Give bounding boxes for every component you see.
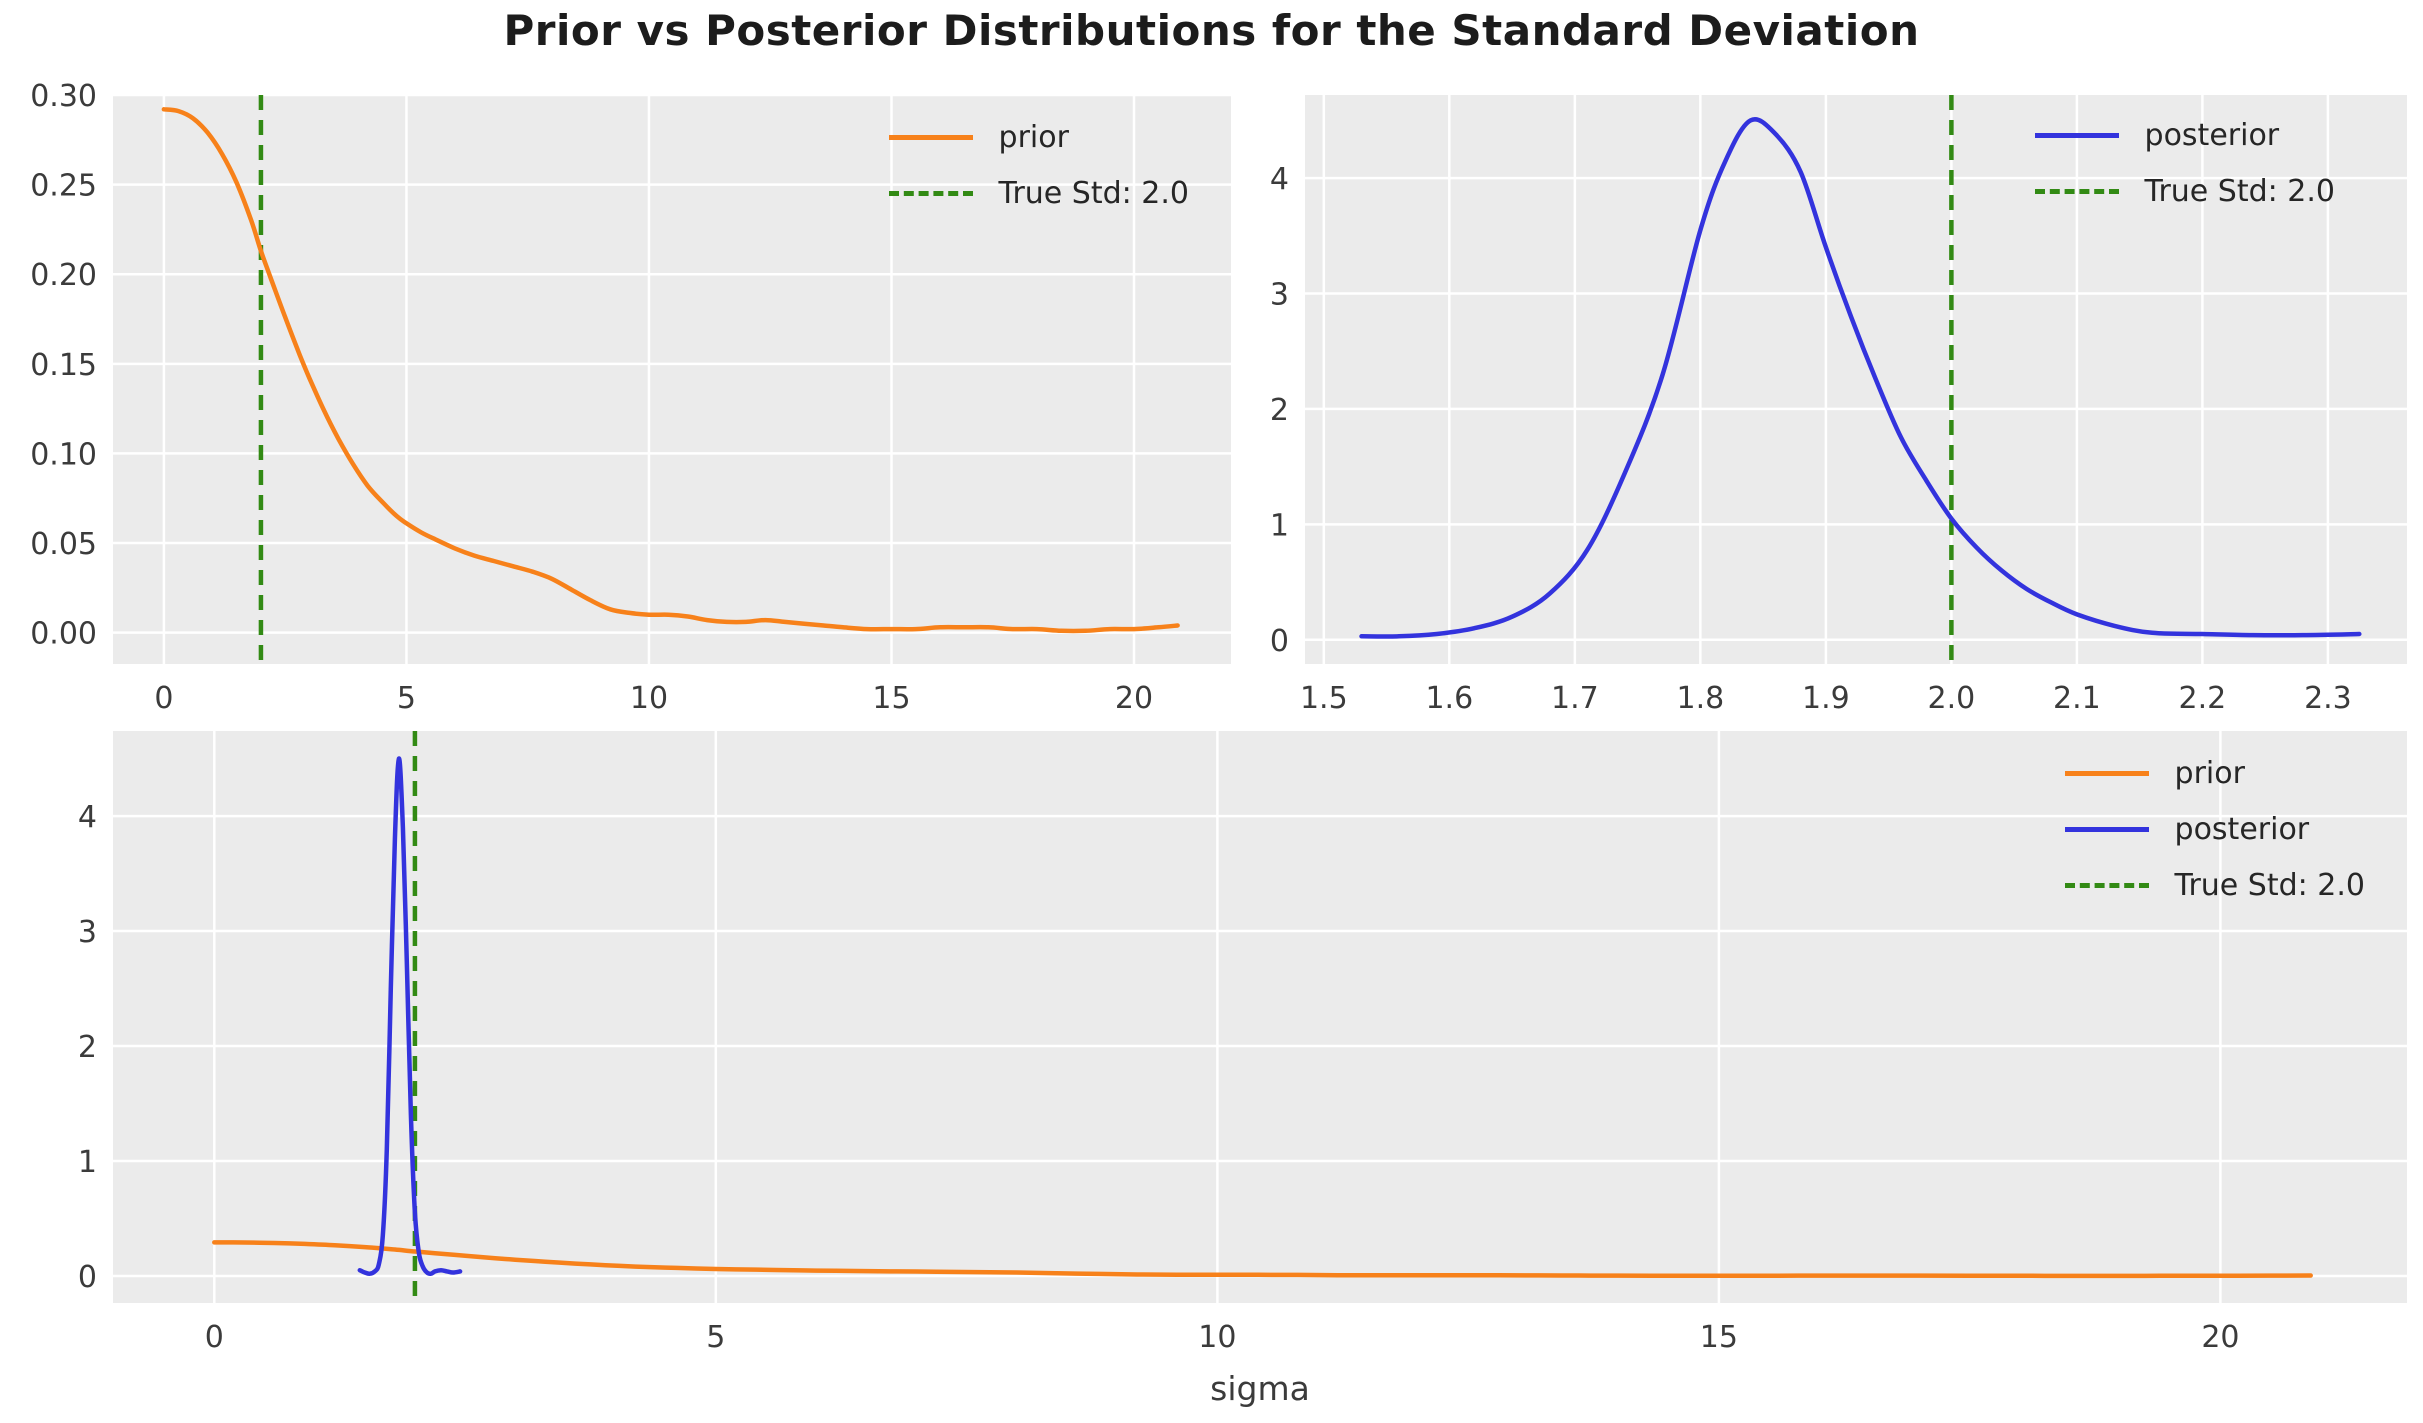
prior-curve xyxy=(161,107,1180,634)
x-tick-label: 1.5 xyxy=(1300,681,1348,716)
legend-label: prior xyxy=(2174,755,2245,791)
legend-label: True Std: 2.0 xyxy=(2174,867,2365,903)
legend-item-prior: prior xyxy=(888,117,1189,157)
legend-line-sample xyxy=(2064,770,2149,776)
legend: posterior True Std: 2.0 xyxy=(2034,115,2335,227)
axes-background xyxy=(1305,95,2407,664)
x-tick-label: 10 xyxy=(1198,1320,1236,1355)
x-axis-label: sigma xyxy=(1210,1369,1310,1408)
legend-dashed-line-sample xyxy=(2064,882,2149,888)
legend-label: True Std: 2.0 xyxy=(998,175,1189,211)
legend: prior True Std: 2.0 xyxy=(888,117,1189,229)
legend-item-true-std-2-0: True Std: 2.0 xyxy=(2064,865,2365,905)
posterior-curve xyxy=(1359,117,2362,639)
prior-curve xyxy=(212,1240,2313,1279)
legend-label: posterior xyxy=(2144,117,2280,153)
legend-line-sample xyxy=(2034,132,2119,138)
y-tick-label: 0.25 xyxy=(30,169,97,204)
y-tick-label: 0 xyxy=(1270,624,1289,659)
x-tick-label: 0 xyxy=(205,1320,224,1355)
x-tick-label: 0 xyxy=(154,681,173,716)
y-tick-label: 1 xyxy=(78,1145,97,1180)
y-tick-label: 4 xyxy=(78,800,97,835)
legend-item-posterior: posterior xyxy=(2034,115,2335,155)
x-tick-label: 1.6 xyxy=(1425,681,1473,716)
y-tick-label: 0.15 xyxy=(30,348,97,383)
y-tick-label: 0.00 xyxy=(30,617,97,652)
posterior-curve xyxy=(357,756,463,1277)
x-tick-label: 20 xyxy=(1115,681,1153,716)
x-tick-label: 2.3 xyxy=(2304,681,2352,716)
legend-item-true-std-2-0: True Std: 2.0 xyxy=(888,173,1189,213)
y-tick-label: 3 xyxy=(1270,278,1289,313)
legend-line-sample xyxy=(2064,826,2149,832)
y-tick-label: 0.30 xyxy=(30,79,97,114)
y-tick-label: 3 xyxy=(78,915,97,950)
y-tick-label: 0.05 xyxy=(30,527,97,562)
legend-item-prior: prior xyxy=(2064,753,2365,793)
x-tick-label: 10 xyxy=(630,681,668,716)
legend-label: posterior xyxy=(2174,811,2310,847)
legend-dashed-line-sample xyxy=(2034,188,2119,194)
x-tick-label: 2.2 xyxy=(2179,681,2227,716)
y-tick-label: 4 xyxy=(1270,162,1289,197)
y-tick-label: 0.20 xyxy=(30,258,97,293)
x-tick-label: 1.9 xyxy=(1802,681,1850,716)
legend-dashed-line-sample xyxy=(888,190,973,196)
y-tick-label: 0 xyxy=(78,1260,97,1295)
figure-title: Prior vs Posterior Distributions for the… xyxy=(503,6,1920,55)
legend-item-true-std-2-0: True Std: 2.0 xyxy=(2034,171,2335,211)
x-tick-label: 1.8 xyxy=(1677,681,1725,716)
x-tick-label: 2.1 xyxy=(2053,681,2101,716)
legend-item-posterior: posterior xyxy=(2064,809,2365,849)
y-tick-label: 1 xyxy=(1270,508,1289,543)
legend-label: True Std: 2.0 xyxy=(2144,173,2335,209)
y-tick-label: 2 xyxy=(1270,393,1289,428)
legend: prior posterior True Std: 2.0 xyxy=(2064,753,2365,921)
x-tick-label: 5 xyxy=(397,681,416,716)
x-tick-label: 1.7 xyxy=(1551,681,1599,716)
x-tick-label: 2.0 xyxy=(1928,681,1976,716)
y-tick-label: 0.10 xyxy=(30,437,97,472)
axes-background xyxy=(113,95,1231,664)
legend-line-sample xyxy=(888,134,973,140)
x-tick-label: 20 xyxy=(2201,1320,2239,1355)
x-tick-label: 5 xyxy=(706,1320,725,1355)
legend-label: prior xyxy=(998,119,1069,155)
y-tick-label: 2 xyxy=(78,1030,97,1065)
x-tick-label: 15 xyxy=(872,681,910,716)
x-tick-label: 15 xyxy=(1700,1320,1738,1355)
axes-background xyxy=(113,731,2407,1303)
